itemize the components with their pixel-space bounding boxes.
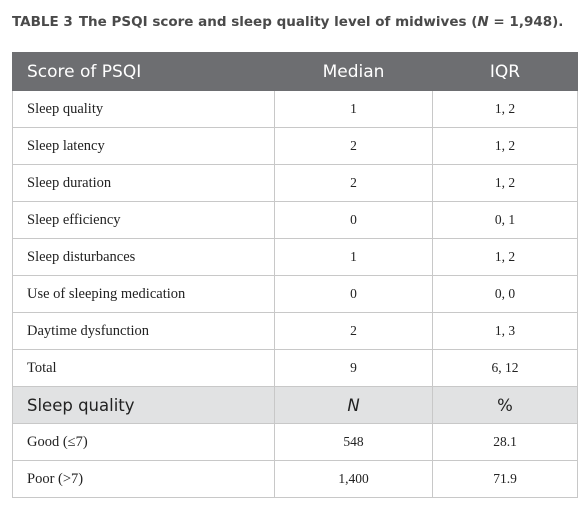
table-cell: Good (≤7) <box>12 423 275 461</box>
table-cell: 1 <box>274 238 433 276</box>
table-cell: 1,400 <box>274 460 433 498</box>
table-cell: 2 <box>274 164 433 202</box>
subheader-row: Sleep quality N% <box>12 386 578 424</box>
table-row: Daytime dysfunction 2 1, 3 <box>12 312 578 350</box>
table-cell: 6, 12 <box>432 349 578 387</box>
table-cell: 1, 2 <box>432 238 578 276</box>
table-cell: 71.9 <box>432 460 578 498</box>
caption-italic: N <box>477 14 489 30</box>
table-cell: 2 <box>274 127 433 165</box>
table-cell: Score of PSQI <box>12 52 275 91</box>
table-row: Sleep latency 2 1, 2 <box>12 127 578 165</box>
caption-text-end: = 1,948). <box>488 14 564 30</box>
table-cell: Total <box>12 349 275 387</box>
table-cell: 1, 2 <box>432 127 578 165</box>
table-cell: 548 <box>274 423 433 461</box>
table-row: Use of sleeping medication 0 0, 0 <box>12 275 578 313</box>
table-cell: Use of sleeping medication <box>12 275 275 313</box>
header-row: Score of PSQI Median IQR <box>12 52 578 91</box>
table-cell: Sleep quality <box>12 90 275 128</box>
table-cell: Sleep disturbances <box>12 238 275 276</box>
table-row: Sleep quality 1 1, 2 <box>12 90 578 128</box>
table-cell: 0 <box>274 275 433 313</box>
table-cell: % <box>432 386 578 424</box>
table-row: Poor (>7) 1,400 71.9 <box>12 460 578 498</box>
table-cell: Median <box>274 52 433 91</box>
table-row: Total 9 6, 12 <box>12 349 578 387</box>
table-cell: 9 <box>274 349 433 387</box>
table-cell: 1 <box>274 90 433 128</box>
caption-label: TABLE 3 <box>12 14 73 30</box>
table-cell: Sleep latency <box>12 127 275 165</box>
table-cell: 0, 1 <box>432 201 578 239</box>
table-cell: Sleep quality <box>12 386 275 424</box>
table-body: Score of PSQI Median IQR Sleep quality 1 1, 2… <box>12 52 578 498</box>
table-row: Sleep efficiency 0 0, 1 <box>12 201 578 239</box>
table-cell: 2 <box>274 312 433 350</box>
table-caption: TABLE 3 The PSQI score and sleep quality … <box>12 14 563 30</box>
table-cell: 0 <box>274 201 433 239</box>
table-cell: 1, 2 <box>432 164 578 202</box>
table-cell: IQR <box>432 52 578 91</box>
table-cell: Daytime dysfunction <box>12 312 275 350</box>
table: Score of PSQI Median IQR Sleep quality 1 1, 2… <box>12 52 578 498</box>
caption-text: The PSQI score and sleep quality level o… <box>78 14 478 30</box>
table-cell: 0, 0 <box>432 275 578 313</box>
table-row: Good (≤7) 548 28.1 <box>12 423 578 461</box>
table-row: Sleep duration 2 1, 2 <box>12 164 578 202</box>
table-cell: Sleep efficiency <box>12 201 275 239</box>
table-cell: Sleep duration <box>12 164 275 202</box>
table-row: Sleep disturbances 1 1, 2 <box>12 238 578 276</box>
table-cell: Poor (>7) <box>12 460 275 498</box>
table-cell: 1, 3 <box>432 312 578 350</box>
table-cell: 28.1 <box>432 423 578 461</box>
table-cell: N <box>274 386 433 424</box>
table-cell: 1, 2 <box>432 90 578 128</box>
